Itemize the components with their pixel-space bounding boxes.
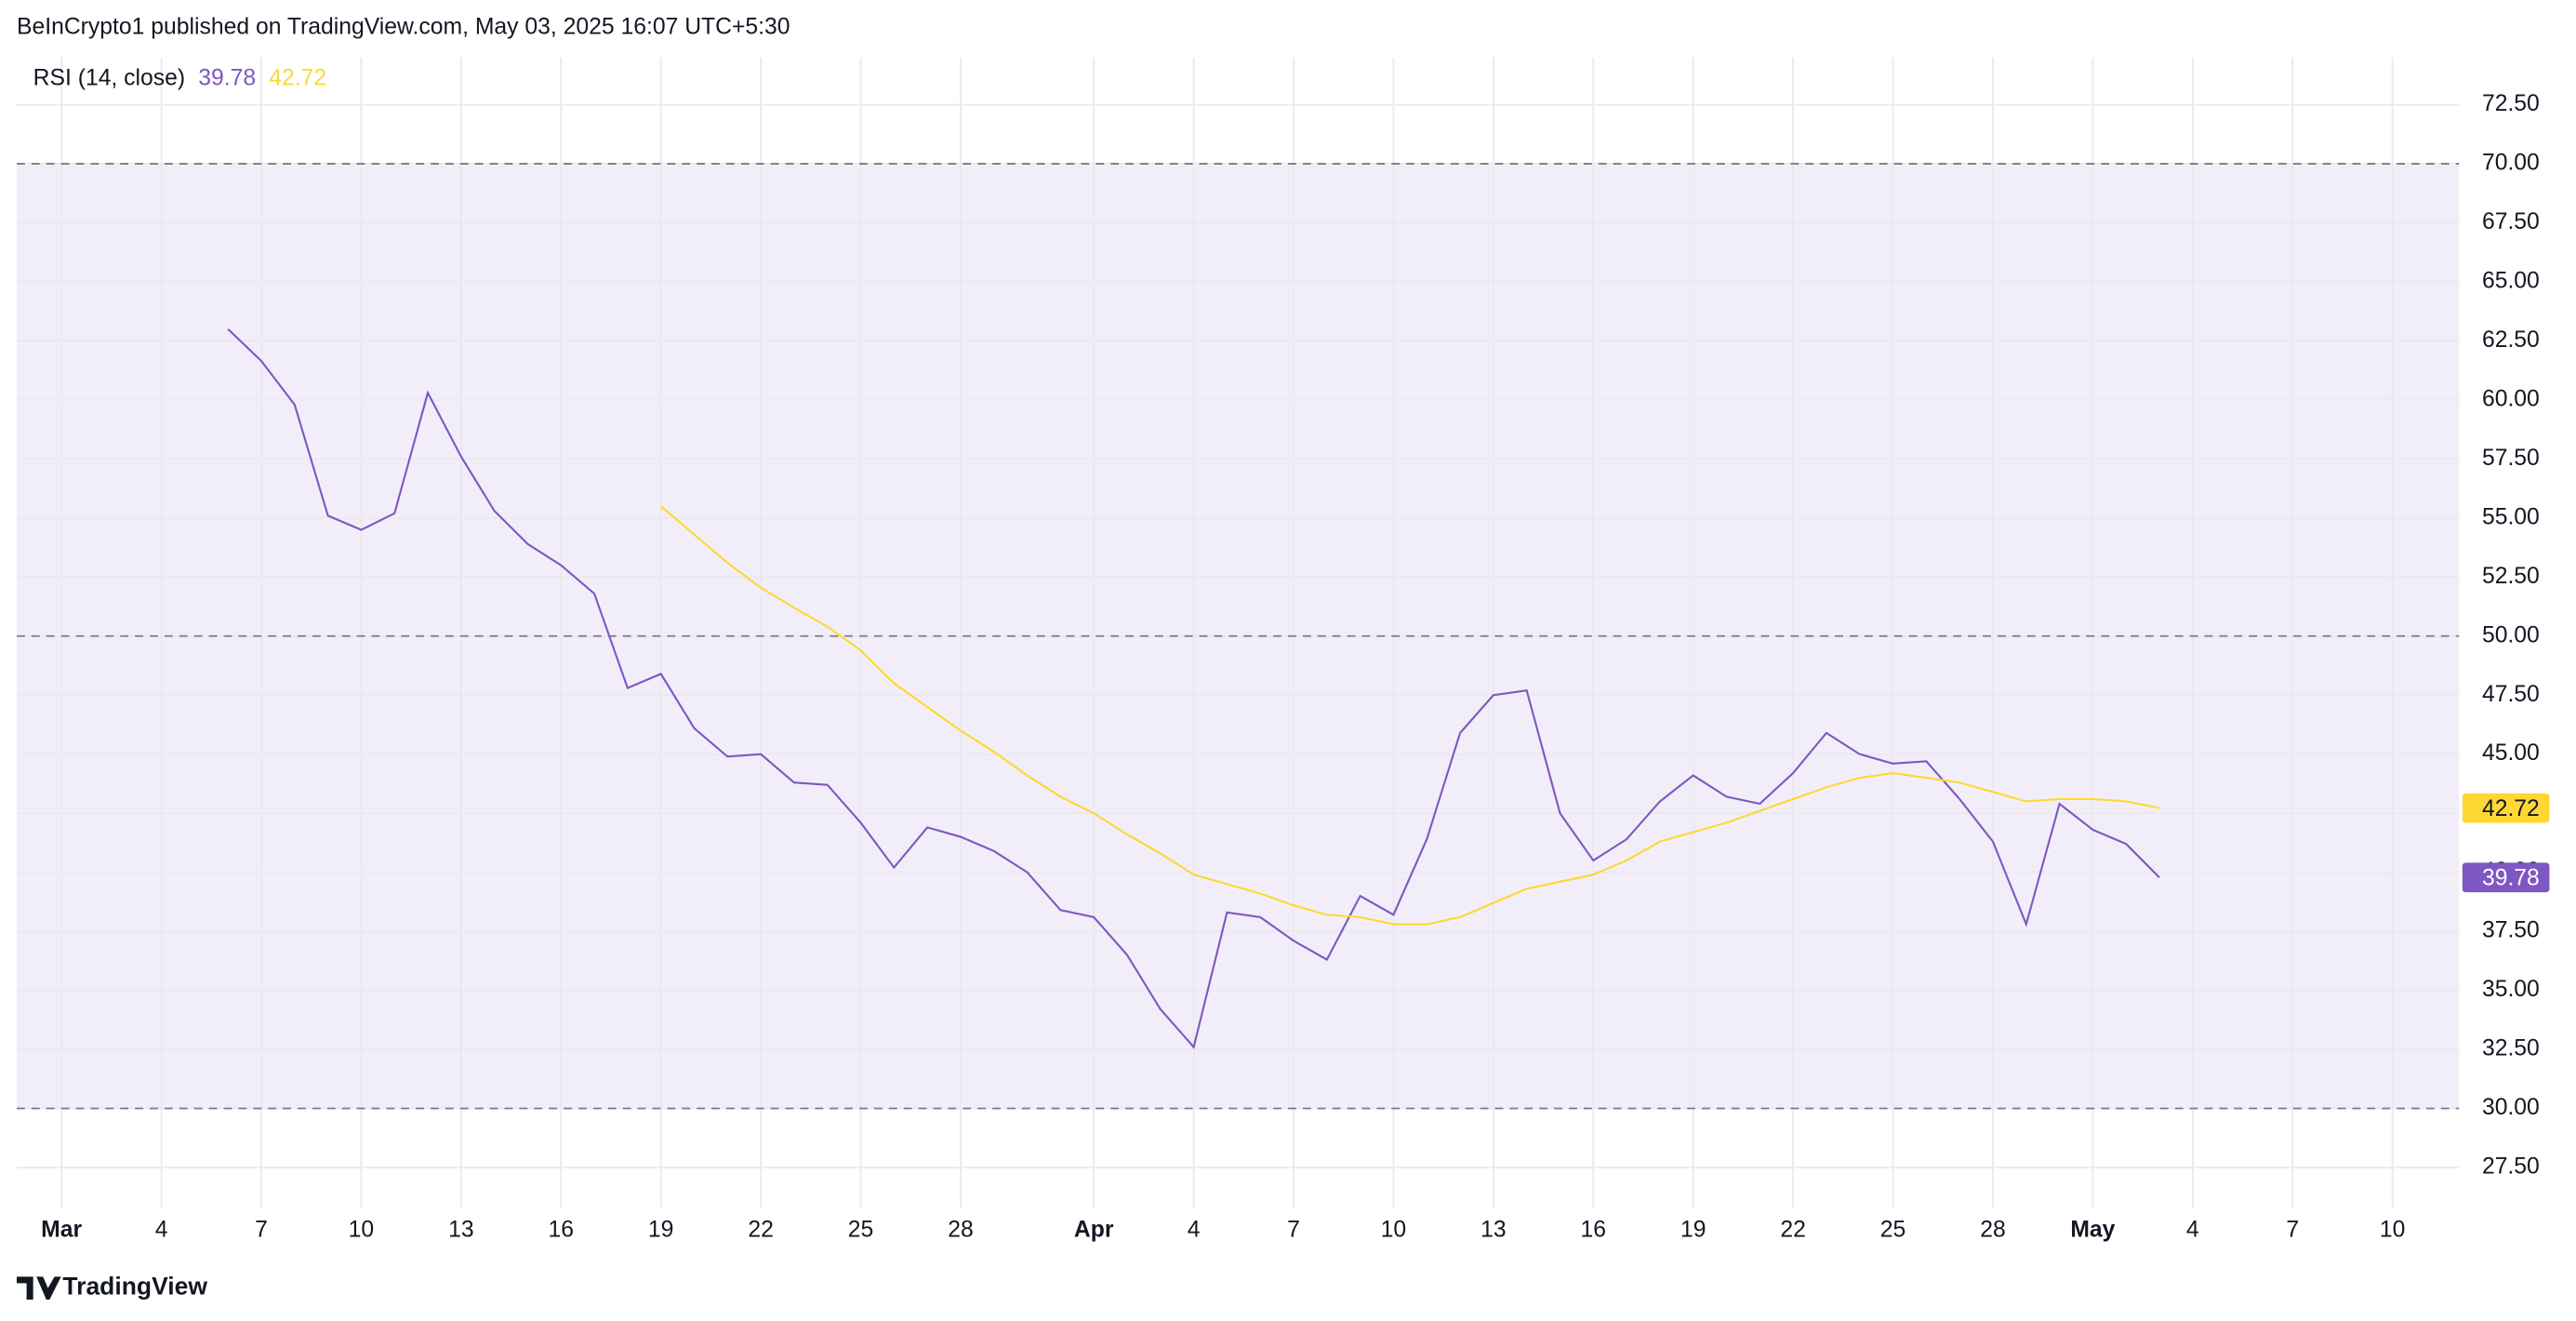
x-tick-label: 19 (1680, 1217, 1706, 1242)
x-tick-label: 25 (1880, 1217, 1906, 1242)
x-tick-label: 22 (748, 1217, 774, 1242)
x-tick-label: Apr (1074, 1217, 1114, 1242)
axis-value-tag: 42.72 (2462, 793, 2550, 823)
tag-label: 42.72 (2482, 796, 2540, 821)
rsi-line (660, 505, 2160, 926)
x-tick-label: 25 (848, 1217, 874, 1242)
x-tick-label: 28 (1980, 1217, 2006, 1242)
x-tick-label: 7 (255, 1217, 268, 1242)
brand-name: TradingView (62, 1273, 207, 1301)
y-tick-label: 32.50 (2482, 1036, 2540, 1061)
y-tick-label: 57.50 (2482, 446, 2540, 471)
y-tick-label: 52.50 (2482, 564, 2540, 589)
y-tick-label: 27.50 (2482, 1154, 2540, 1180)
x-tick-label: 7 (1287, 1217, 1300, 1242)
legend-value: 42.72 (269, 65, 326, 90)
y-tick-label: 50.00 (2482, 622, 2540, 647)
x-tick-label: May (2070, 1217, 2115, 1242)
y-tick-label: 47.50 (2482, 682, 2540, 707)
x-tick-label: 13 (448, 1217, 474, 1242)
x-tick-label: 16 (1581, 1217, 1607, 1242)
y-tick-label: 62.50 (2482, 327, 2540, 353)
x-tick-label: Mar (41, 1217, 82, 1242)
x-tick-label: 4 (1188, 1217, 1201, 1242)
tag-box (2462, 793, 2550, 823)
legend-title: RSI (14, close) (33, 65, 185, 90)
x-tick-label: 19 (648, 1217, 674, 1242)
tag-box (2462, 862, 2550, 893)
x-tick-label: 16 (549, 1217, 575, 1242)
logo-icon (16, 1276, 61, 1301)
y-tick-label: 67.50 (2482, 209, 2540, 234)
y-tick-label: 70.00 (2482, 151, 2540, 176)
x-tick-label: 10 (1381, 1217, 1407, 1242)
y-tick-label: 72.50 (2482, 91, 2540, 116)
x-tick-label: 4 (155, 1217, 168, 1242)
x-tick-label: 10 (349, 1217, 375, 1242)
publish-header: BeInCrypto1 published on TradingView.com… (17, 15, 790, 40)
x-tick-label: 10 (2380, 1217, 2406, 1242)
y-tick-label: 60.00 (2482, 386, 2540, 411)
tag-label: 39.78 (2482, 866, 2540, 891)
brand-logo: TradingView (16, 1273, 207, 1301)
x-tick-label: 22 (1780, 1217, 1806, 1242)
x-tick-label: 7 (2286, 1217, 2299, 1242)
axis-value-tag: 39.78 (2462, 862, 2550, 893)
x-tick-label: 28 (948, 1217, 974, 1242)
rsi-line (227, 327, 2160, 1049)
x-tick-label: 4 (2186, 1217, 2199, 1242)
y-tick-label: 30.00 (2482, 1095, 2540, 1120)
y-tick-label: 55.00 (2482, 504, 2540, 529)
y-tick-label: 45.00 (2482, 741, 2540, 766)
y-tick-label: 65.00 (2482, 269, 2540, 294)
y-tick-label: 35.00 (2482, 977, 2540, 1002)
legend-value: 39.78 (198, 65, 256, 90)
x-tick-label: 13 (1481, 1217, 1507, 1242)
y-tick-label: 37.50 (2482, 918, 2540, 943)
